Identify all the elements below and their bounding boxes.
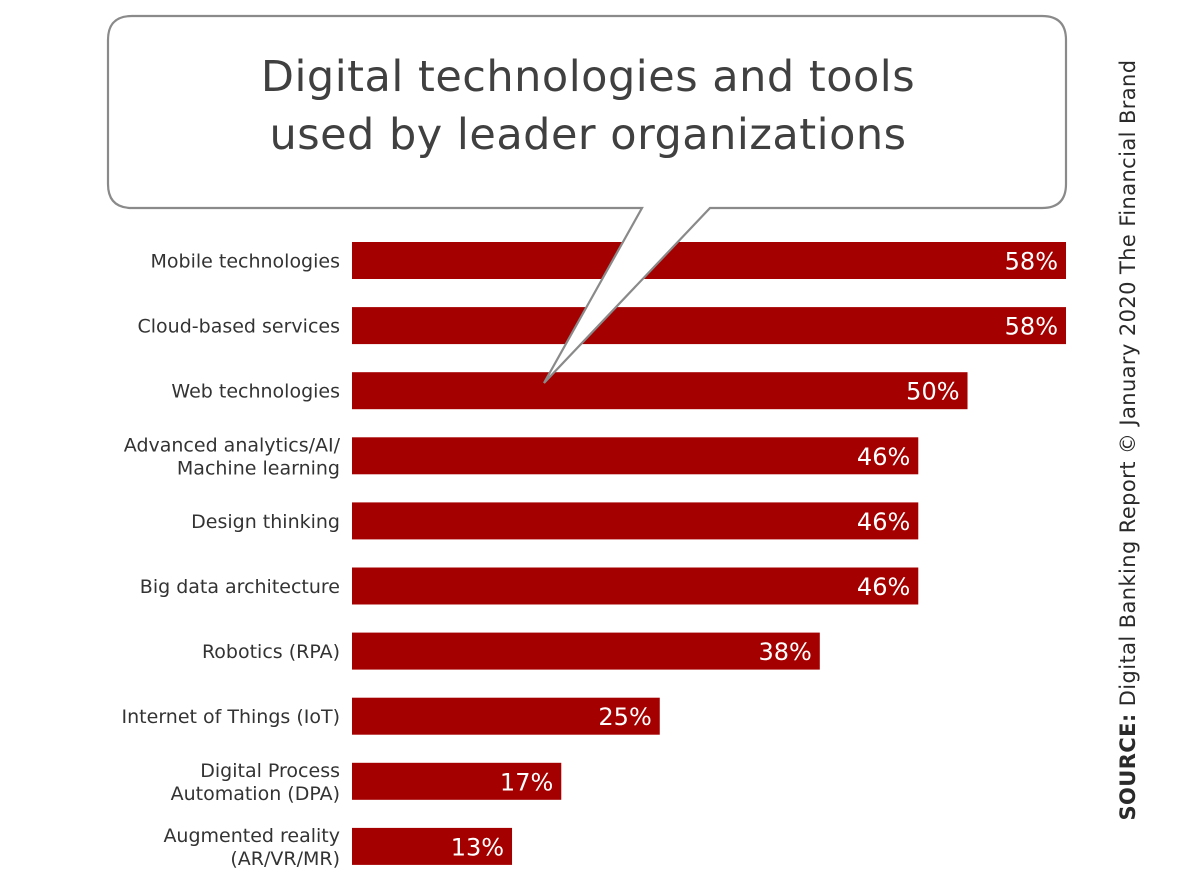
category-label: Mobile technologies: [151, 251, 341, 273]
category-label-line: Augmented reality: [163, 825, 340, 847]
speech-bubble: [106, 14, 1068, 384]
bar-3: [352, 372, 968, 410]
bar-value-label: 25%: [598, 703, 651, 731]
category-label-line: Automation (DPA): [171, 783, 340, 805]
category-label-line: Web technologies: [171, 381, 340, 403]
category-labels-layer: Mobile technologies Cloud-based services W…: [122, 251, 341, 870]
bar-value-label: 58%: [1005, 313, 1058, 341]
bar-value-label: 46%: [857, 508, 910, 536]
category-label-line: Cloud-based services: [138, 316, 340, 338]
category-label: Robotics (RPA): [202, 641, 340, 663]
bar-9: [352, 762, 562, 800]
chart-title-line-2: used by leader organizations: [269, 110, 907, 160]
category-label: Augmented reality (AR/VR/MR): [163, 825, 340, 870]
chart-title-line-1: Digital technologies and tools: [260, 52, 916, 102]
category-label: Web technologies: [171, 381, 340, 403]
category-label: Internet of Things (IoT): [122, 706, 340, 728]
category-label-line: Design thinking: [191, 511, 340, 533]
bar-value-label: 38%: [758, 638, 811, 666]
bar-7: [352, 632, 820, 670]
source-label: SOURCE:: [1116, 713, 1140, 821]
bar-5: [352, 502, 919, 540]
category-label: Cloud-based services: [138, 316, 340, 338]
bar-value-label: 46%: [857, 443, 910, 471]
category-label-line: (AR/VR/MR): [230, 848, 340, 870]
bar-6: [352, 567, 919, 605]
category-label: Design thinking: [191, 511, 340, 533]
category-label: Big data architecture: [140, 576, 340, 598]
category-label-line: Internet of Things (IoT): [122, 706, 340, 728]
category-label-line: Digital Process: [200, 760, 340, 782]
bar-value-label: 17%: [500, 768, 553, 796]
category-label-line: Machine learning: [177, 457, 340, 479]
category-label-line: Mobile technologies: [151, 251, 341, 273]
bar-1: [352, 242, 1066, 279]
source-credit: SOURCE: Digital Banking Report © January…: [1116, 60, 1140, 821]
category-label: Digital Process Automation (DPA): [171, 760, 340, 805]
category-label-line: Robotics (RPA): [202, 641, 340, 663]
bar-value-label: 13%: [451, 833, 504, 861]
category-label: Advanced analytics/AI/Machine learning: [124, 434, 341, 479]
category-label-line: Big data architecture: [140, 576, 340, 598]
chart-title: Digital technologies and tools used by l…: [110, 48, 1066, 164]
bar-value-label: 50%: [906, 378, 959, 406]
bar-value-label: 58%: [1005, 248, 1058, 276]
category-label-line: Advanced analytics/AI/: [124, 434, 341, 456]
source-text: Digital Banking Report © January 2020 Th…: [1116, 59, 1140, 707]
value-labels-layer: 58% 58% 50% 46% 46% 46% 38% 25% 17% 13%: [451, 248, 1058, 862]
bar-8: [352, 697, 660, 735]
bars-layer: [352, 242, 1066, 865]
bar-2: [352, 307, 1066, 345]
bar-4: [352, 437, 919, 475]
bar-value-label: 46%: [857, 573, 910, 601]
bar-10: [352, 827, 513, 865]
